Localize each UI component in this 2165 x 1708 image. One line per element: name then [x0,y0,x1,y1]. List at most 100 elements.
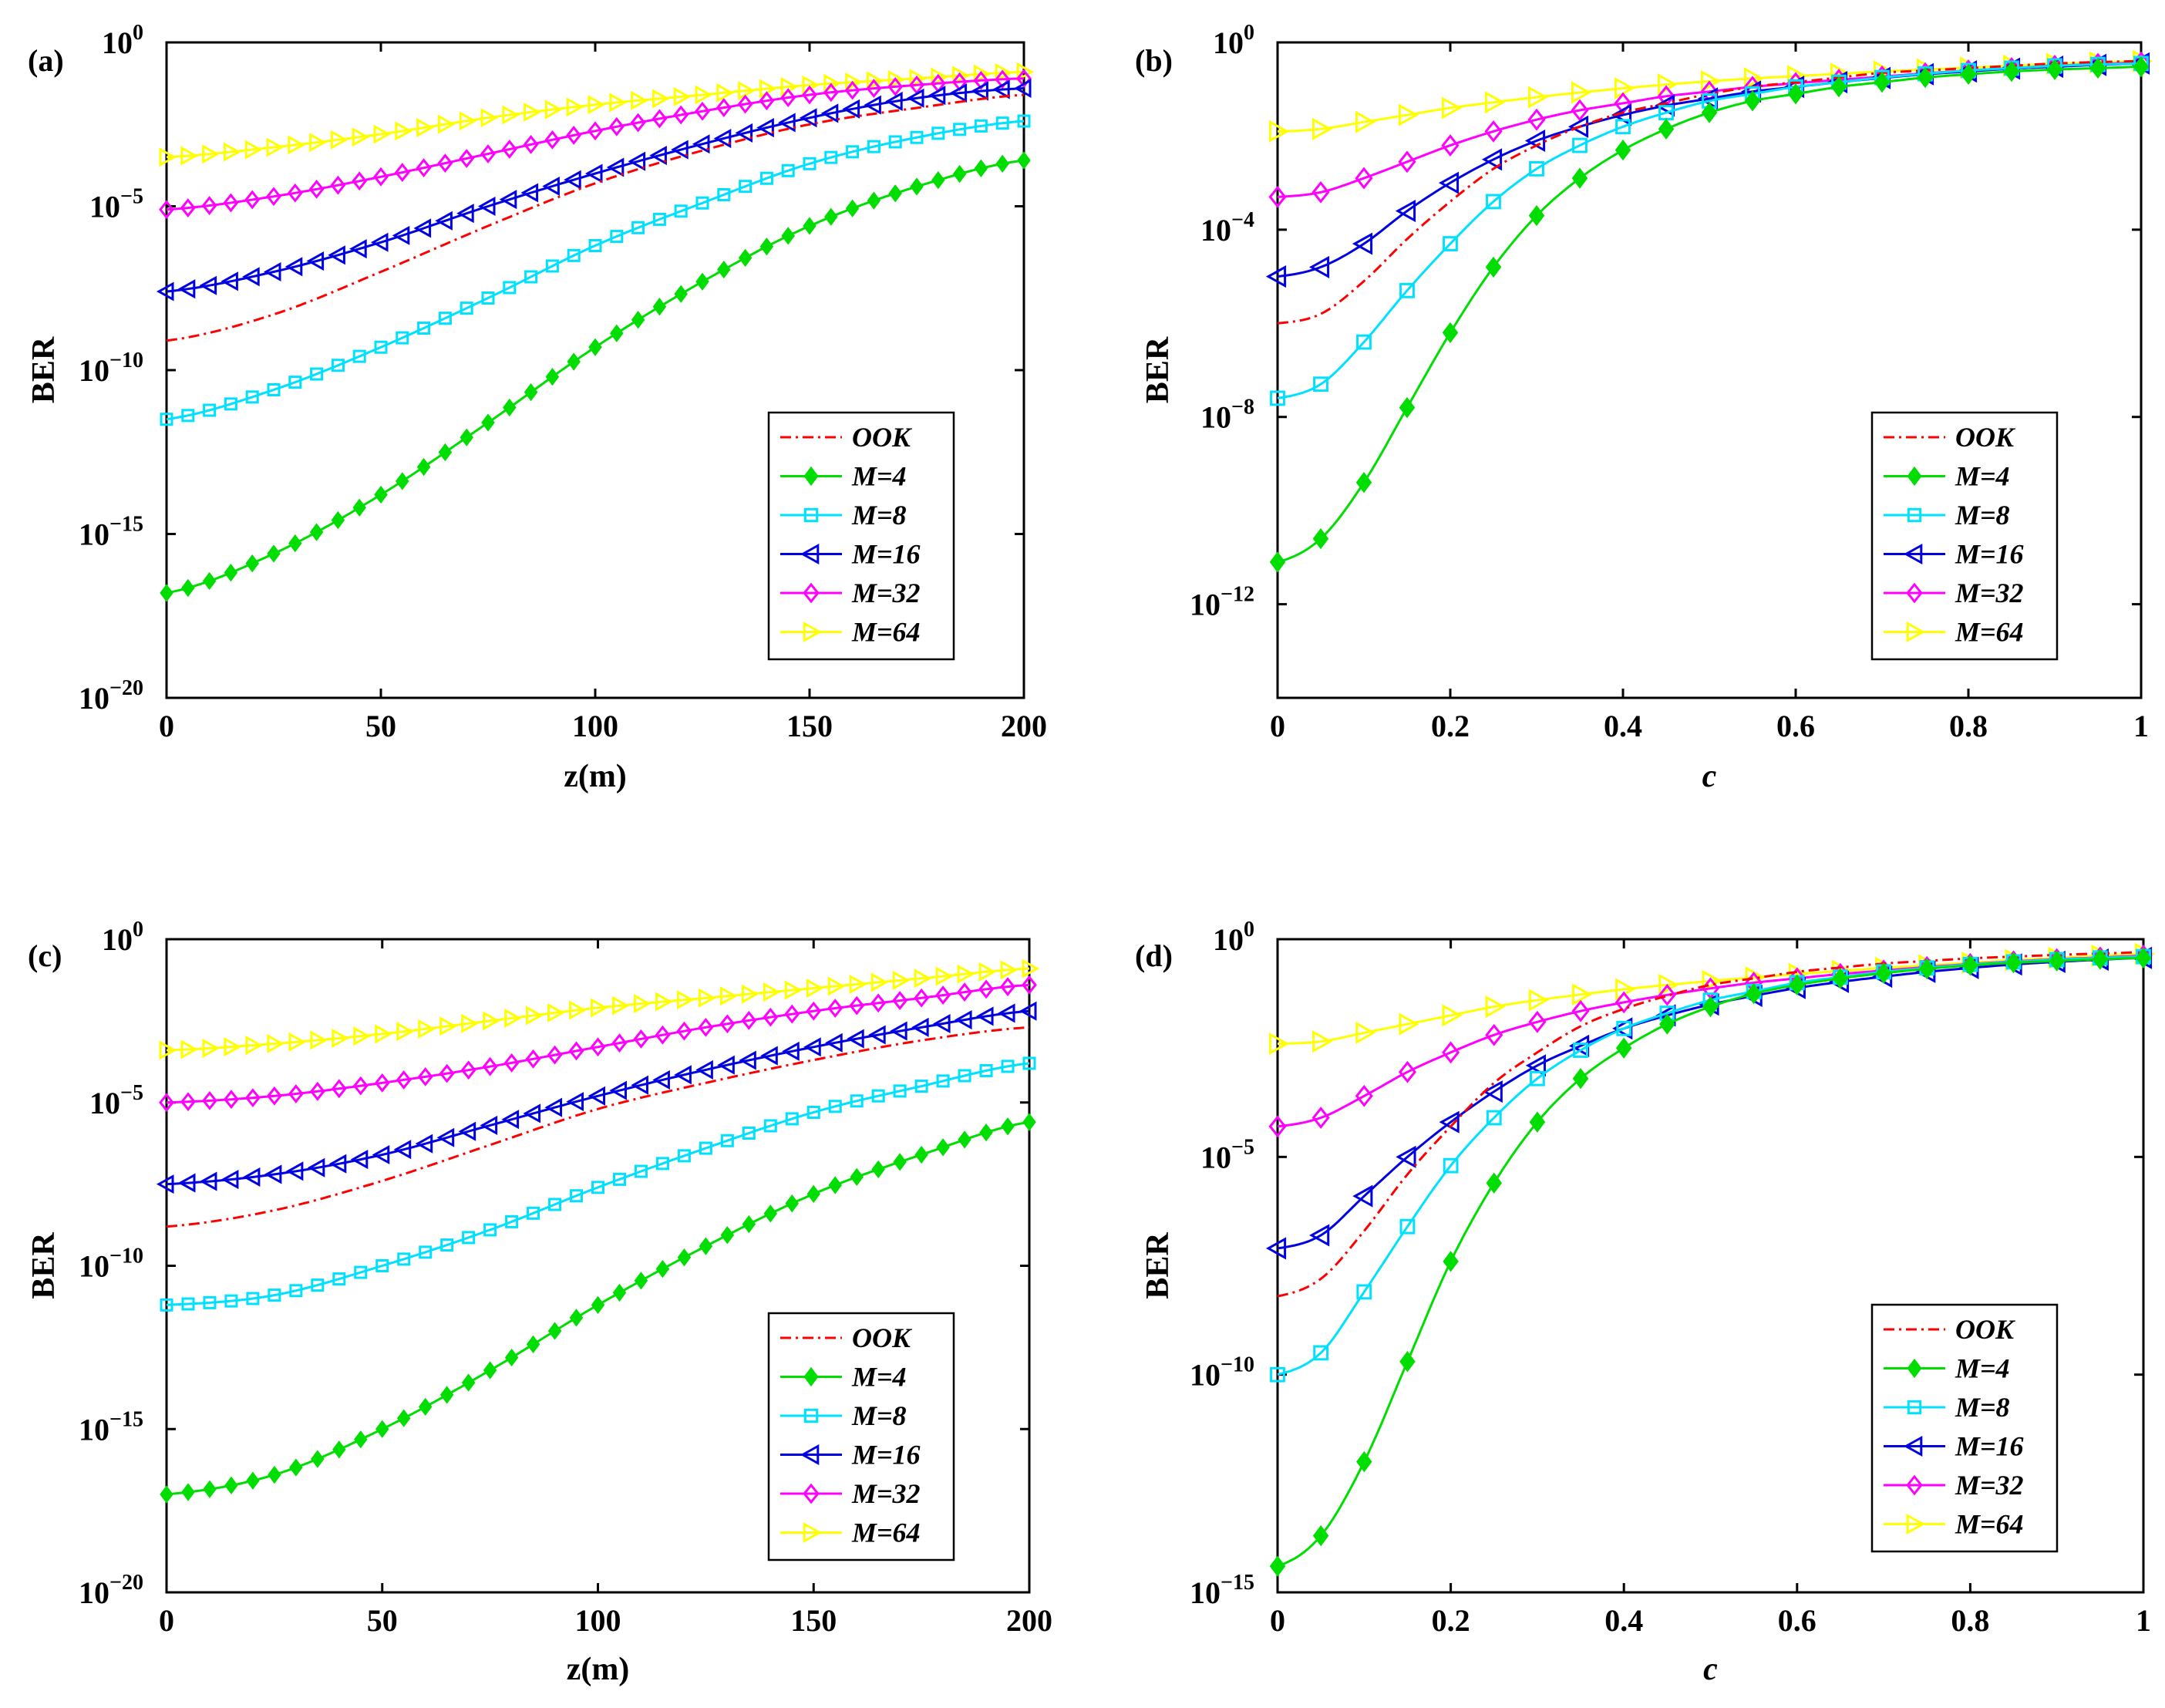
marker [914,1145,928,1164]
marker [545,367,560,386]
legend-label: M=16 [1955,539,2024,570]
marker [547,1322,562,1340]
series-m4 [1269,56,2150,573]
marker [180,198,196,217]
marker [655,1259,670,1278]
marker [997,1003,1015,1023]
marker [1571,99,1589,122]
marker [352,171,368,191]
marker [568,1041,584,1061]
marker [850,1094,864,1108]
marker [160,413,173,426]
marker [677,1149,691,1163]
marker [871,1160,885,1179]
y-tick-label: 10−4 [1200,208,1254,248]
marker [566,97,584,117]
legend-entry: M=8 [780,1400,907,1431]
marker [544,99,563,120]
marker [203,403,217,417]
marker [612,1283,627,1302]
legend-box [1870,1303,2059,1553]
series-line [1277,951,2144,1298]
marker [888,184,902,203]
marker [503,398,517,417]
marker [160,584,173,602]
marker [652,109,668,129]
marker [849,995,865,1016]
marker [1443,1157,1459,1174]
legend-label: M=32 [1955,1470,2024,1501]
marker [910,177,924,196]
legend-entry: M=8 [1884,1392,2010,1423]
marker [1399,1012,1419,1036]
series-m16 [156,78,1032,302]
marker [199,1171,217,1191]
marker [588,338,602,356]
legend-entry: OOK [1884,422,2016,453]
marker [393,1140,412,1160]
marker [523,134,539,154]
marker [354,1265,368,1279]
marker [309,133,327,153]
marker [1399,1351,1416,1373]
marker [416,457,431,477]
marker [202,1090,217,1110]
marker [828,1176,842,1194]
marker [1903,1435,1923,1457]
marker [1355,110,1376,133]
marker [416,158,432,178]
y-tick-label: 10−5 [89,185,143,224]
marker [418,1019,436,1039]
marker [202,1038,221,1058]
marker [461,1013,479,1033]
marker [330,130,348,150]
x-tick-label: 0.2 [1431,709,1470,743]
marker [935,985,951,1005]
marker [1399,396,1416,419]
marker [1658,118,1675,140]
marker [224,1090,239,1110]
legend-label: M=32 [1955,578,2024,608]
marker [785,1112,799,1126]
marker [331,510,345,530]
marker [1312,1030,1333,1053]
marker [742,1126,756,1140]
marker [695,196,709,210]
marker [266,187,281,207]
marker [503,281,517,295]
marker [396,331,409,345]
marker [957,964,975,984]
marker [864,95,881,115]
marker [223,142,241,162]
x-tick-label: 150 [786,709,833,743]
legend-label: M=4 [1955,461,2010,492]
marker [803,621,823,643]
marker [1016,69,1032,89]
marker [1265,265,1287,288]
marker [781,163,795,177]
legend-label: M=4 [851,461,907,492]
marker [591,1181,604,1194]
series-m64 [159,62,1035,167]
marker [1399,1218,1416,1235]
series-m32 [159,975,1037,1113]
marker [1398,150,1416,173]
marker [759,91,775,111]
marker [630,113,646,133]
marker [1399,282,1415,298]
marker [1528,989,1549,1012]
marker [567,352,581,371]
marker [242,1167,261,1188]
legend-label: M=32 [851,578,921,608]
marker [1527,108,1546,131]
marker [482,1056,498,1076]
marker [181,1483,195,1501]
marker [827,976,846,996]
marker [542,176,560,197]
marker [308,179,325,199]
marker [1529,161,1544,177]
marker [610,230,624,244]
legend-entry: M=16 [1884,1431,2024,1462]
series-line [166,1062,1030,1306]
marker [806,1001,822,1021]
